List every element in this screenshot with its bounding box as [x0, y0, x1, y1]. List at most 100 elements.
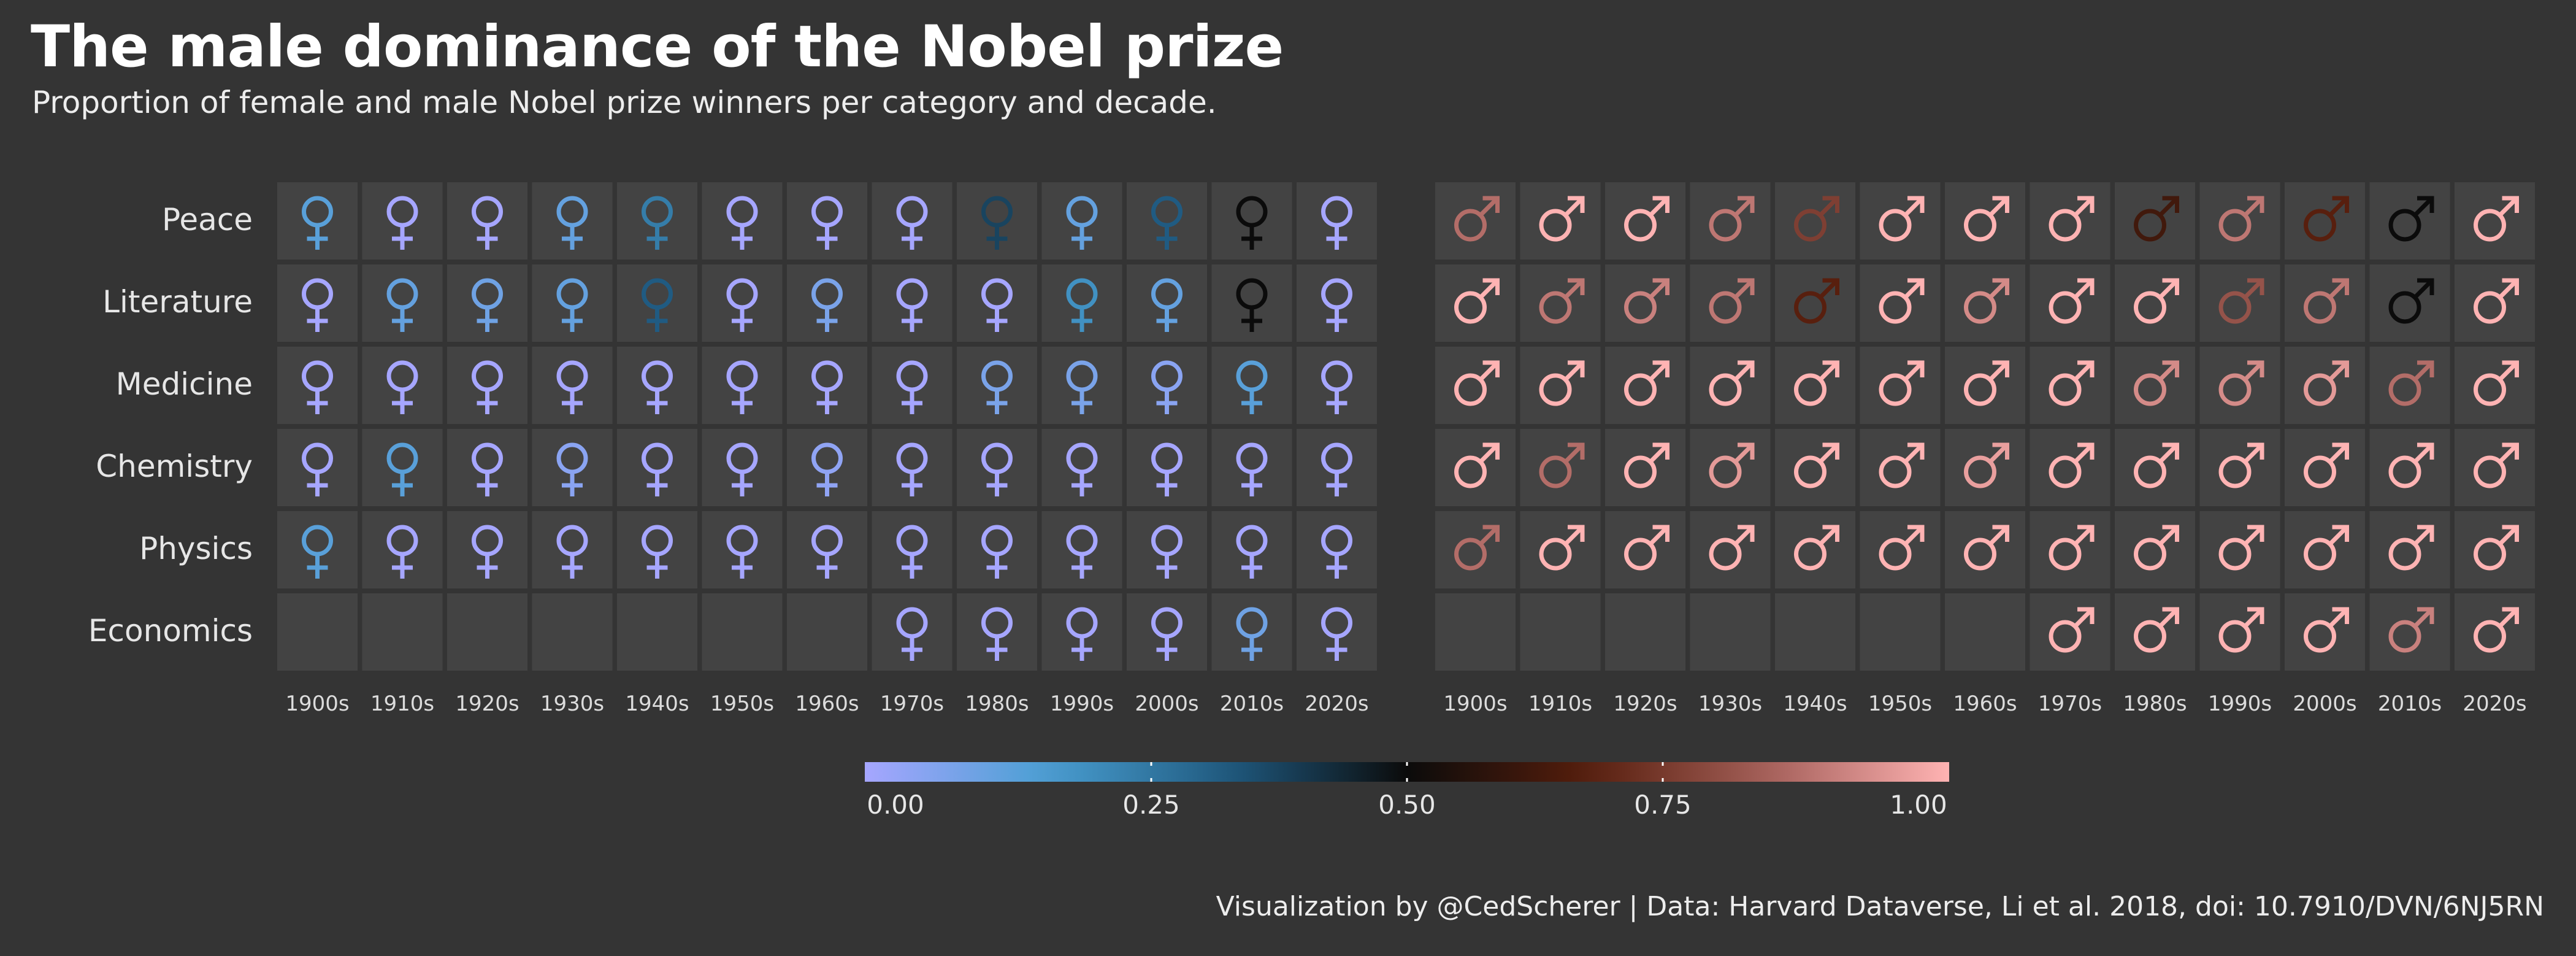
female-symbol-icon	[811, 278, 843, 332]
male-symbol-icon	[2388, 607, 2434, 653]
heatmap-cell-male	[1775, 593, 1855, 671]
male-symbol-icon	[2049, 196, 2095, 242]
heatmap-cell-female	[447, 347, 527, 424]
male-symbol-icon	[2388, 525, 2434, 571]
female-symbol-icon	[1066, 525, 1098, 579]
heatmap-cell-female	[362, 511, 443, 588]
heatmap-cell-male	[2030, 347, 2110, 424]
heatmap-cell-male	[2115, 429, 2195, 506]
heatmap-cell-male	[1605, 593, 1685, 671]
heatmap-cell-male	[2199, 593, 2280, 671]
decade-label: 2010s	[2378, 692, 2442, 716]
male-symbol-icon	[1964, 442, 2009, 488]
heatmap-cell-male	[1690, 347, 1771, 424]
heatmap-cell-male	[2369, 429, 2450, 506]
male-panel	[1435, 182, 2535, 671]
decade-label: 1910s	[370, 692, 434, 716]
male-symbol-icon	[1879, 360, 1925, 406]
heatmap-cell-female	[1211, 347, 1292, 424]
decade-label: 1990s	[2208, 692, 2272, 716]
decade-label: 1930s	[540, 692, 604, 716]
heatmap-cell-male	[2030, 593, 2110, 671]
heatmap-cell-male	[1860, 182, 1941, 260]
male-symbol-icon	[1879, 278, 1925, 324]
decade-label: 1980s	[965, 692, 1029, 716]
heatmap-cell-female	[362, 593, 443, 671]
heatmap-cell-female	[362, 429, 443, 506]
heatmap-cell-female	[1127, 347, 1207, 424]
heatmap-cell-female	[447, 264, 527, 342]
heatmap-cell-male	[2199, 264, 2280, 342]
heatmap-cell-male	[2369, 593, 2450, 671]
male-symbol-icon	[2218, 278, 2264, 324]
male-symbol-icon	[2218, 360, 2264, 406]
female-symbol-icon	[1151, 525, 1183, 579]
heatmap-cell-female	[532, 264, 613, 342]
female-symbol-icon	[1321, 196, 1352, 250]
female-symbol-icon	[472, 196, 503, 250]
male-symbol-icon	[2049, 442, 2095, 488]
female-symbol-icon	[472, 360, 503, 414]
heatmap-cell-female	[277, 593, 358, 671]
decade-label: 2000s	[2293, 692, 2356, 716]
female-symbol-icon	[386, 196, 418, 250]
female-symbol-icon	[642, 196, 673, 250]
heatmap-cell-female	[617, 511, 697, 588]
female-symbol-icon	[1236, 442, 1268, 496]
male-symbol-icon	[2218, 442, 2264, 488]
heatmap-cell-male	[1860, 347, 1941, 424]
heatmap-cell-female	[617, 429, 697, 506]
heatmap-cell-female	[1041, 511, 1122, 588]
male-symbol-icon	[1964, 278, 2009, 324]
female-symbol-icon	[1151, 442, 1183, 496]
heatmap-cell-male	[1945, 429, 2025, 506]
column-labels: 1900s 1910s 1920s 1930s 1940s 1950s 1960s 1970s…	[285, 692, 2526, 716]
heatmap-cell-female	[1297, 429, 1377, 506]
category-label: Chemistry	[96, 449, 253, 484]
female-symbol-icon	[1321, 442, 1352, 496]
male-symbol-icon	[2304, 607, 2349, 653]
heatmap-cell-male	[2369, 347, 2450, 424]
heatmap-cell-female	[617, 264, 697, 342]
male-symbol-icon	[1539, 442, 1585, 488]
male-symbol-icon	[2134, 442, 2179, 488]
heatmap-cell-female	[1297, 593, 1377, 671]
heatmap-cell-male	[2285, 429, 2365, 506]
heatmap-cell-male	[1775, 511, 1855, 588]
male-symbol-icon	[2134, 525, 2179, 571]
category-label: Peace	[162, 202, 253, 237]
female-symbol-icon	[1236, 607, 1268, 661]
female-symbol-icon	[386, 278, 418, 332]
heatmap-cell-female	[872, 347, 953, 424]
female-symbol-icon	[726, 278, 758, 332]
female-symbol-icon	[386, 360, 418, 414]
heatmap-cell-male	[2030, 429, 2110, 506]
decade-label: 1930s	[1698, 692, 1762, 716]
male-symbol-icon	[2218, 196, 2264, 242]
heatmap-cell-male	[2199, 347, 2280, 424]
heatmap-cell-male	[1605, 264, 1685, 342]
heatmap-cell-female	[277, 347, 358, 424]
heatmap-cell-female	[787, 182, 867, 260]
decade-label: 1950s	[710, 692, 774, 716]
female-symbol-icon	[472, 278, 503, 332]
female-symbol-icon	[981, 525, 1013, 579]
female-symbol-icon	[302, 196, 333, 250]
heatmap-cell-male	[2285, 182, 2365, 260]
female-symbol-icon	[981, 607, 1013, 661]
heatmap-cell-female	[277, 429, 358, 506]
male-symbol-icon	[2049, 607, 2095, 653]
heatmap-cell-female	[1211, 511, 1292, 588]
heatmap-cell-female	[787, 593, 867, 671]
heatmap-cell-female	[702, 429, 783, 506]
heatmap-cell-female	[1041, 264, 1122, 342]
female-symbol-icon	[1066, 607, 1098, 661]
female-symbol-icon	[302, 360, 333, 414]
heatmap-cell-male	[1520, 182, 1601, 260]
male-symbol-icon	[1709, 360, 1755, 406]
row-labels: Peace Literature Medicine Chemistry Physics E…	[88, 202, 253, 649]
female-symbol-icon	[1236, 360, 1268, 414]
decade-label: 1920s	[455, 692, 519, 716]
heatmap-cell-female	[617, 593, 697, 671]
heatmap-cell-male	[2455, 511, 2535, 588]
